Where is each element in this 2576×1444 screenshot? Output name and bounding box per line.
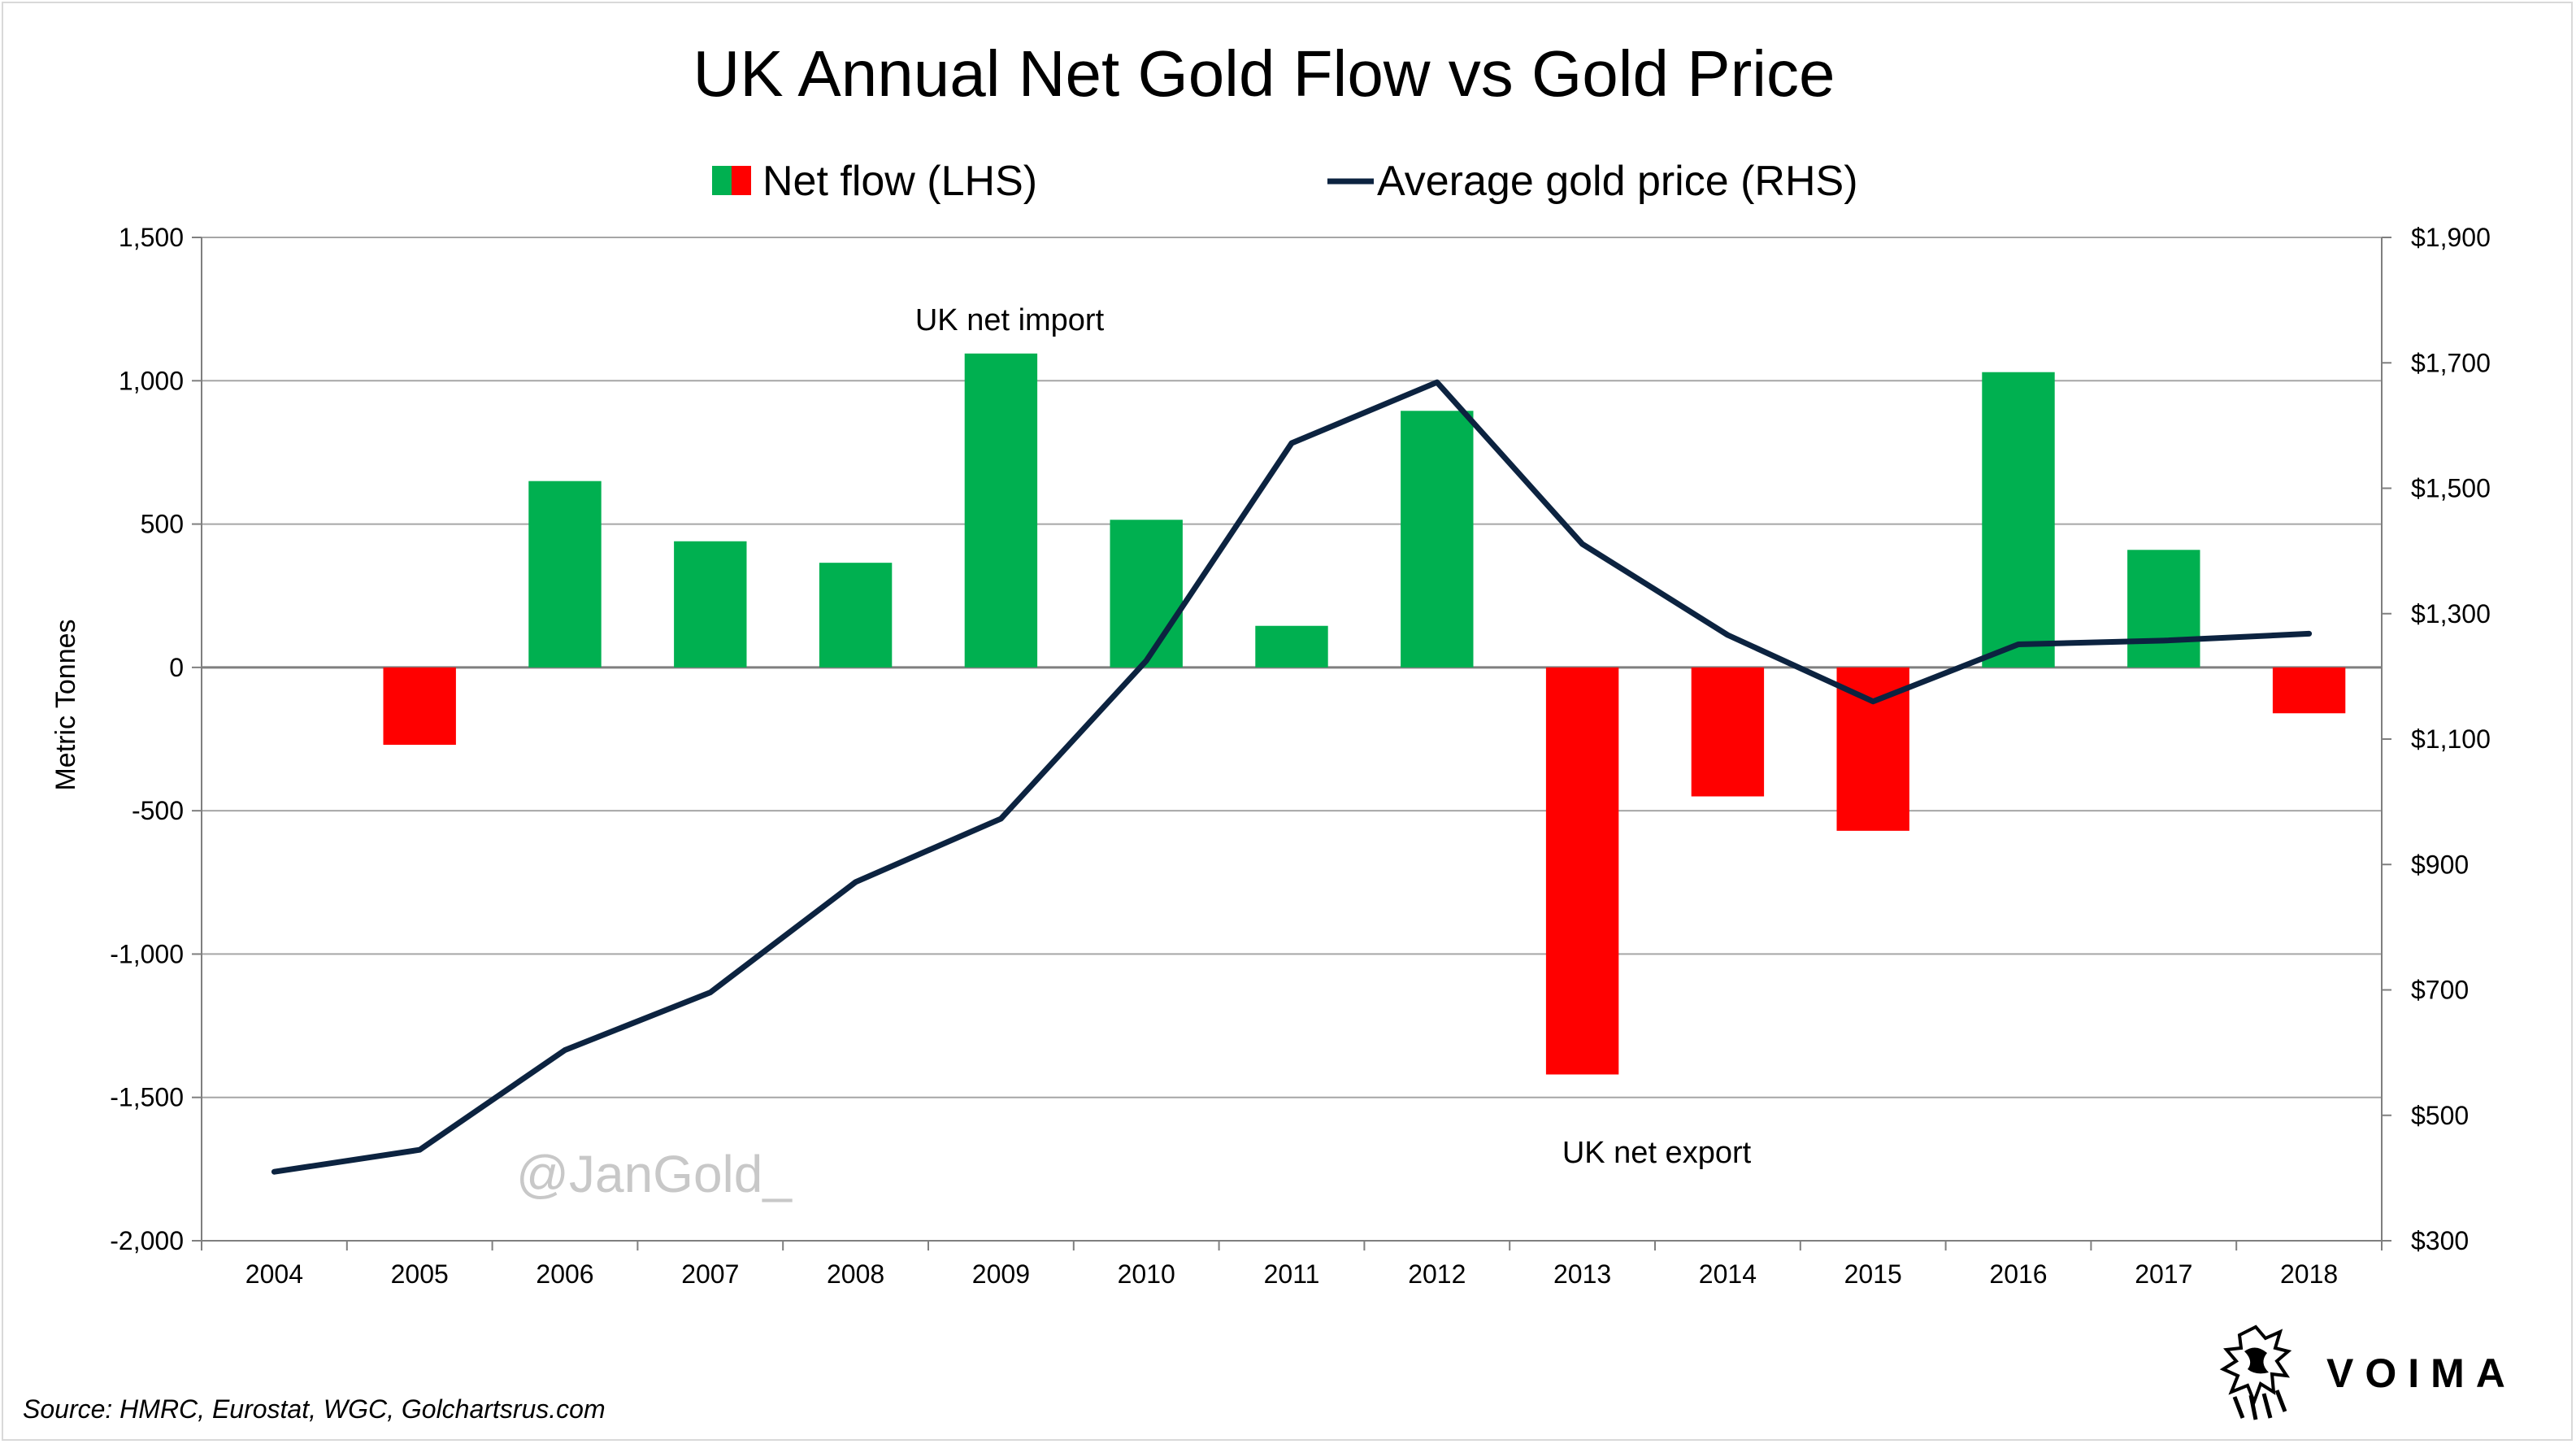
legend-label-gold-price: Average gold price (RHS) <box>1377 158 1858 205</box>
bar-2008 <box>819 563 893 668</box>
source-note: Source: HMRC, Eurostat, WGC, Golchartsru… <box>23 1394 606 1424</box>
bar-2006 <box>528 481 602 668</box>
legend-swatch-negative <box>732 166 751 195</box>
price-point-2015 <box>1872 701 1874 702</box>
bar-2010 <box>1110 520 1183 668</box>
right-tick-label: $500 <box>2411 1101 2469 1130</box>
x-tick-label: 2012 <box>1408 1259 1466 1289</box>
price-point-2017 <box>2163 640 2165 642</box>
bar-2016 <box>1982 372 2055 668</box>
price-point-2014 <box>1727 634 1728 636</box>
left-axis-title: Metric Tonnes <box>50 619 81 790</box>
x-axis-ticks: 2004 2005 2006 2007 2008 2009 2010 2011 2012 2013… <box>201 1241 2383 1289</box>
bar-2017 <box>2127 550 2200 668</box>
left-tick-label: 1,500 <box>119 223 184 252</box>
x-tick-label: 2009 <box>972 1259 1030 1289</box>
brand-name: VOIMA <box>2326 1350 2517 1396</box>
bar-2018 <box>2272 667 2346 714</box>
griffin-logo-icon <box>2219 1324 2292 1420</box>
right-tick-label: $1,700 <box>2411 348 2491 377</box>
legend: Net flow (LHS) Average gold price (RHS) <box>712 158 1858 205</box>
x-tick-label: 2017 <box>2135 1259 2192 1289</box>
bar-2011 <box>1255 625 1328 668</box>
bars <box>383 353 2346 1075</box>
x-tick-label: 2010 <box>1118 1259 1175 1289</box>
legend-label-net-flow: Net flow (LHS) <box>762 158 1037 205</box>
price-line <box>271 379 2313 1175</box>
bar-2013 <box>1545 667 1619 1075</box>
right-tick-label: $900 <box>2411 850 2469 879</box>
x-tick-label: 2016 <box>1989 1259 2047 1289</box>
price-point-2008 <box>855 881 857 883</box>
left-axis-ticks: 1,500 1,000 500 0 -500 -1,000 -1,500 -2,000 <box>110 223 202 1255</box>
watermark: @JanGold_ <box>516 1145 793 1203</box>
bar-2007 <box>674 541 747 668</box>
x-tick-label: 2013 <box>1553 1259 1611 1289</box>
annotation-net-import: UK net import <box>915 303 1105 337</box>
x-tick-label: 2008 <box>827 1259 884 1289</box>
x-tick-label: 2014 <box>1699 1259 1757 1289</box>
right-tick-label: $1,300 <box>2411 599 2491 628</box>
price-point-2016 <box>2018 644 2019 646</box>
bar-2005 <box>383 667 456 746</box>
left-tick-label: -1,500 <box>110 1083 184 1112</box>
right-tick-label: $1,500 <box>2411 474 2491 503</box>
x-tick-label: 2015 <box>1844 1259 1902 1289</box>
price-point-2013 <box>1582 543 1583 545</box>
bar-2009 <box>964 353 1038 668</box>
price-point-2012 <box>1436 381 1438 383</box>
legend-swatch-positive <box>712 166 732 195</box>
bar-2012 <box>1401 411 1474 668</box>
left-tick-label: -500 <box>132 796 184 825</box>
price-point-2010 <box>1145 660 1147 662</box>
right-tick-label: $700 <box>2411 976 2469 1005</box>
right-axis-ticks: $1,900 $1,700 $1,500 $1,300 $1,100 $900 $700 $5… <box>2382 223 2491 1255</box>
left-tick-label: 500 <box>141 510 184 539</box>
left-tick-label: 0 <box>169 653 184 682</box>
right-tick-label: $1,100 <box>2411 724 2491 754</box>
left-tick-label: -1,000 <box>110 939 184 968</box>
x-tick-label: 2018 <box>2280 1259 2338 1289</box>
right-tick-label: $1,900 <box>2411 223 2491 252</box>
x-tick-label: 2007 <box>681 1259 739 1289</box>
x-tick-label: 2006 <box>536 1259 593 1289</box>
x-tick-label: 2005 <box>391 1259 449 1289</box>
annotation-net-export: UK net export <box>1562 1136 1752 1170</box>
left-tick-label: 1,000 <box>119 366 184 395</box>
left-tick-label: -2,000 <box>110 1226 184 1255</box>
chart-title: UK Annual Net Gold Flow vs Gold Price <box>693 37 1835 110</box>
x-tick-label: 2004 <box>245 1259 303 1289</box>
bar-2014 <box>1691 667 1765 797</box>
x-tick-label: 2011 <box>1264 1259 1320 1289</box>
right-tick-label: $300 <box>2411 1226 2469 1255</box>
